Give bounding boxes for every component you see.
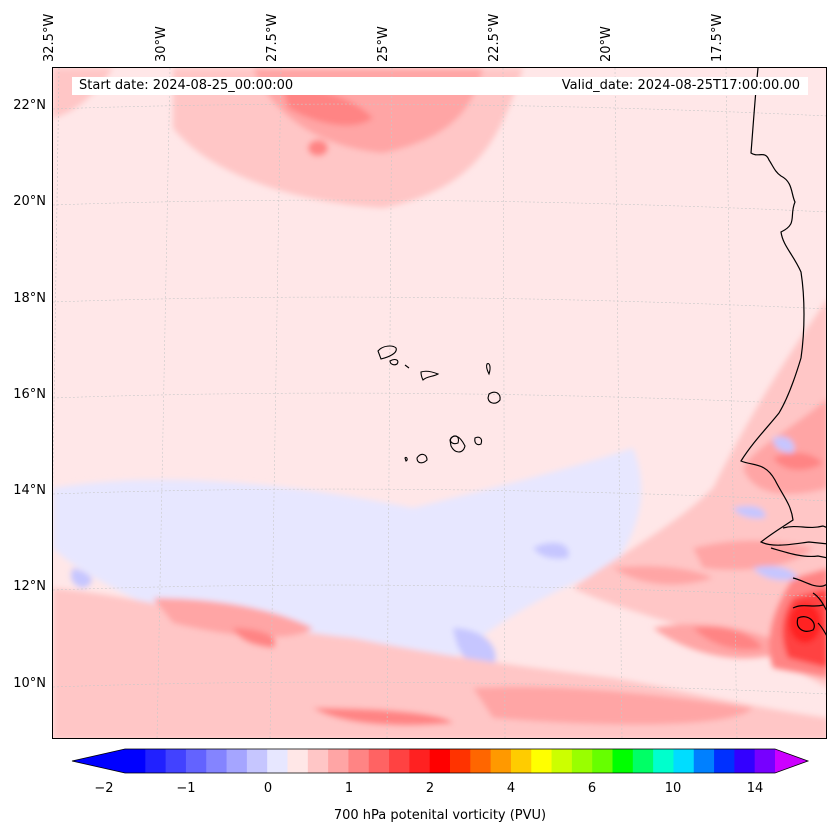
lat-label-10n: 10°N: [13, 676, 46, 691]
colorbar-swatch: [307, 749, 329, 773]
colorbar-swatch: [348, 749, 370, 773]
colorbar-swatch: [287, 749, 309, 773]
colorbar-tick-label: 0: [263, 781, 273, 796]
cape-verde-islands: [377, 345, 501, 464]
lat-label-16n: 16°N: [13, 387, 46, 402]
map-panel: [52, 67, 827, 739]
colorbar-swatch: [328, 749, 349, 773]
colorbar-swatch: [714, 749, 735, 773]
colorbar-swatch: [246, 749, 268, 773]
colorbar-swatch: [673, 749, 695, 773]
lon-label-25w: 25°W: [376, 26, 391, 62]
lon-label-32-5w: 32.5°W: [42, 13, 57, 62]
colorbar-over-arrow: [775, 749, 808, 773]
colorbar-swatch: [551, 749, 573, 773]
lat-label-12n: 12°N: [13, 579, 46, 594]
colorbar-tick-label: 14: [746, 781, 764, 796]
lat-label-22n: 22°N: [13, 98, 46, 113]
colorbar-swatch: [490, 749, 512, 773]
colorbar-swatch: [510, 749, 532, 773]
colorbar-swatch: [592, 749, 613, 773]
lon-label-22-5w: 22.5°W: [487, 13, 502, 62]
coastline: [740, 68, 826, 636]
colorbar-title: 700 hPa potenital vorticity (PVU): [333, 808, 547, 823]
lat-label-14n: 14°N: [13, 483, 46, 498]
colorbar-swatch: [145, 749, 167, 773]
lat-label-18n: 18°N: [13, 291, 46, 306]
colorbar-swatch: [612, 749, 634, 773]
colorbar-swatch: [368, 749, 390, 773]
colorbar-swatch: [267, 749, 288, 773]
colorbar-tick-label: 4: [506, 781, 516, 796]
colorbar-swatch: [531, 749, 553, 773]
colorbar-swatch: [429, 749, 451, 773]
lon-label-17-5w: 17.5°W: [710, 13, 725, 62]
colorbar-swatch: [409, 749, 431, 773]
colorbar-tick-label: −1: [176, 781, 196, 796]
pv-map: [53, 68, 826, 738]
colorbar: [71, 748, 810, 774]
colorbar-swatch: [734, 749, 756, 773]
pv-contour-fills: [53, 68, 826, 738]
colorbar-outline: [71, 748, 810, 774]
lon-label-20w: 20°W: [599, 26, 614, 62]
colorbar-swatch: [632, 749, 654, 773]
colorbar-swatch: [206, 749, 228, 773]
colorbar-swatch: [754, 749, 776, 773]
lat-label-20n: 20°N: [13, 194, 46, 209]
colorbar-swatch: [470, 749, 492, 773]
colorbar-swatch: [693, 749, 715, 773]
colorbar-tick-label: 1: [344, 781, 354, 796]
colorbar-tick-label: 6: [587, 781, 597, 796]
colorbar-tick-label: −2: [94, 781, 114, 796]
graticule: [53, 68, 826, 738]
colorbar-swatch: [450, 749, 471, 773]
colorbar-swatch: [185, 749, 207, 773]
colorbar-swatch: [653, 749, 674, 773]
colorbar-swatch: [389, 749, 410, 773]
start-date-text: Start date: 2024-08-25_00:00:00: [79, 78, 294, 93]
colorbar-swatch: [226, 749, 248, 773]
colorbar-tick-label: 10: [664, 781, 682, 796]
colorbar-swatch: [165, 749, 187, 773]
colorbar-swatch: [571, 749, 593, 773]
lon-label-27-5w: 27.5°W: [265, 13, 280, 62]
lon-label-30w: 30°W: [154, 26, 169, 62]
valid-date-text: Valid_date: 2024-08-25T17:00:00.00: [561, 78, 800, 93]
colorbar-swatch: [125, 749, 146, 773]
date-info-bar: Start date: 2024-08-25_00:00:00 Valid_da…: [72, 77, 808, 95]
colorbar-under-arrow: [72, 749, 125, 773]
colorbar-tick-label: 2: [425, 781, 435, 796]
